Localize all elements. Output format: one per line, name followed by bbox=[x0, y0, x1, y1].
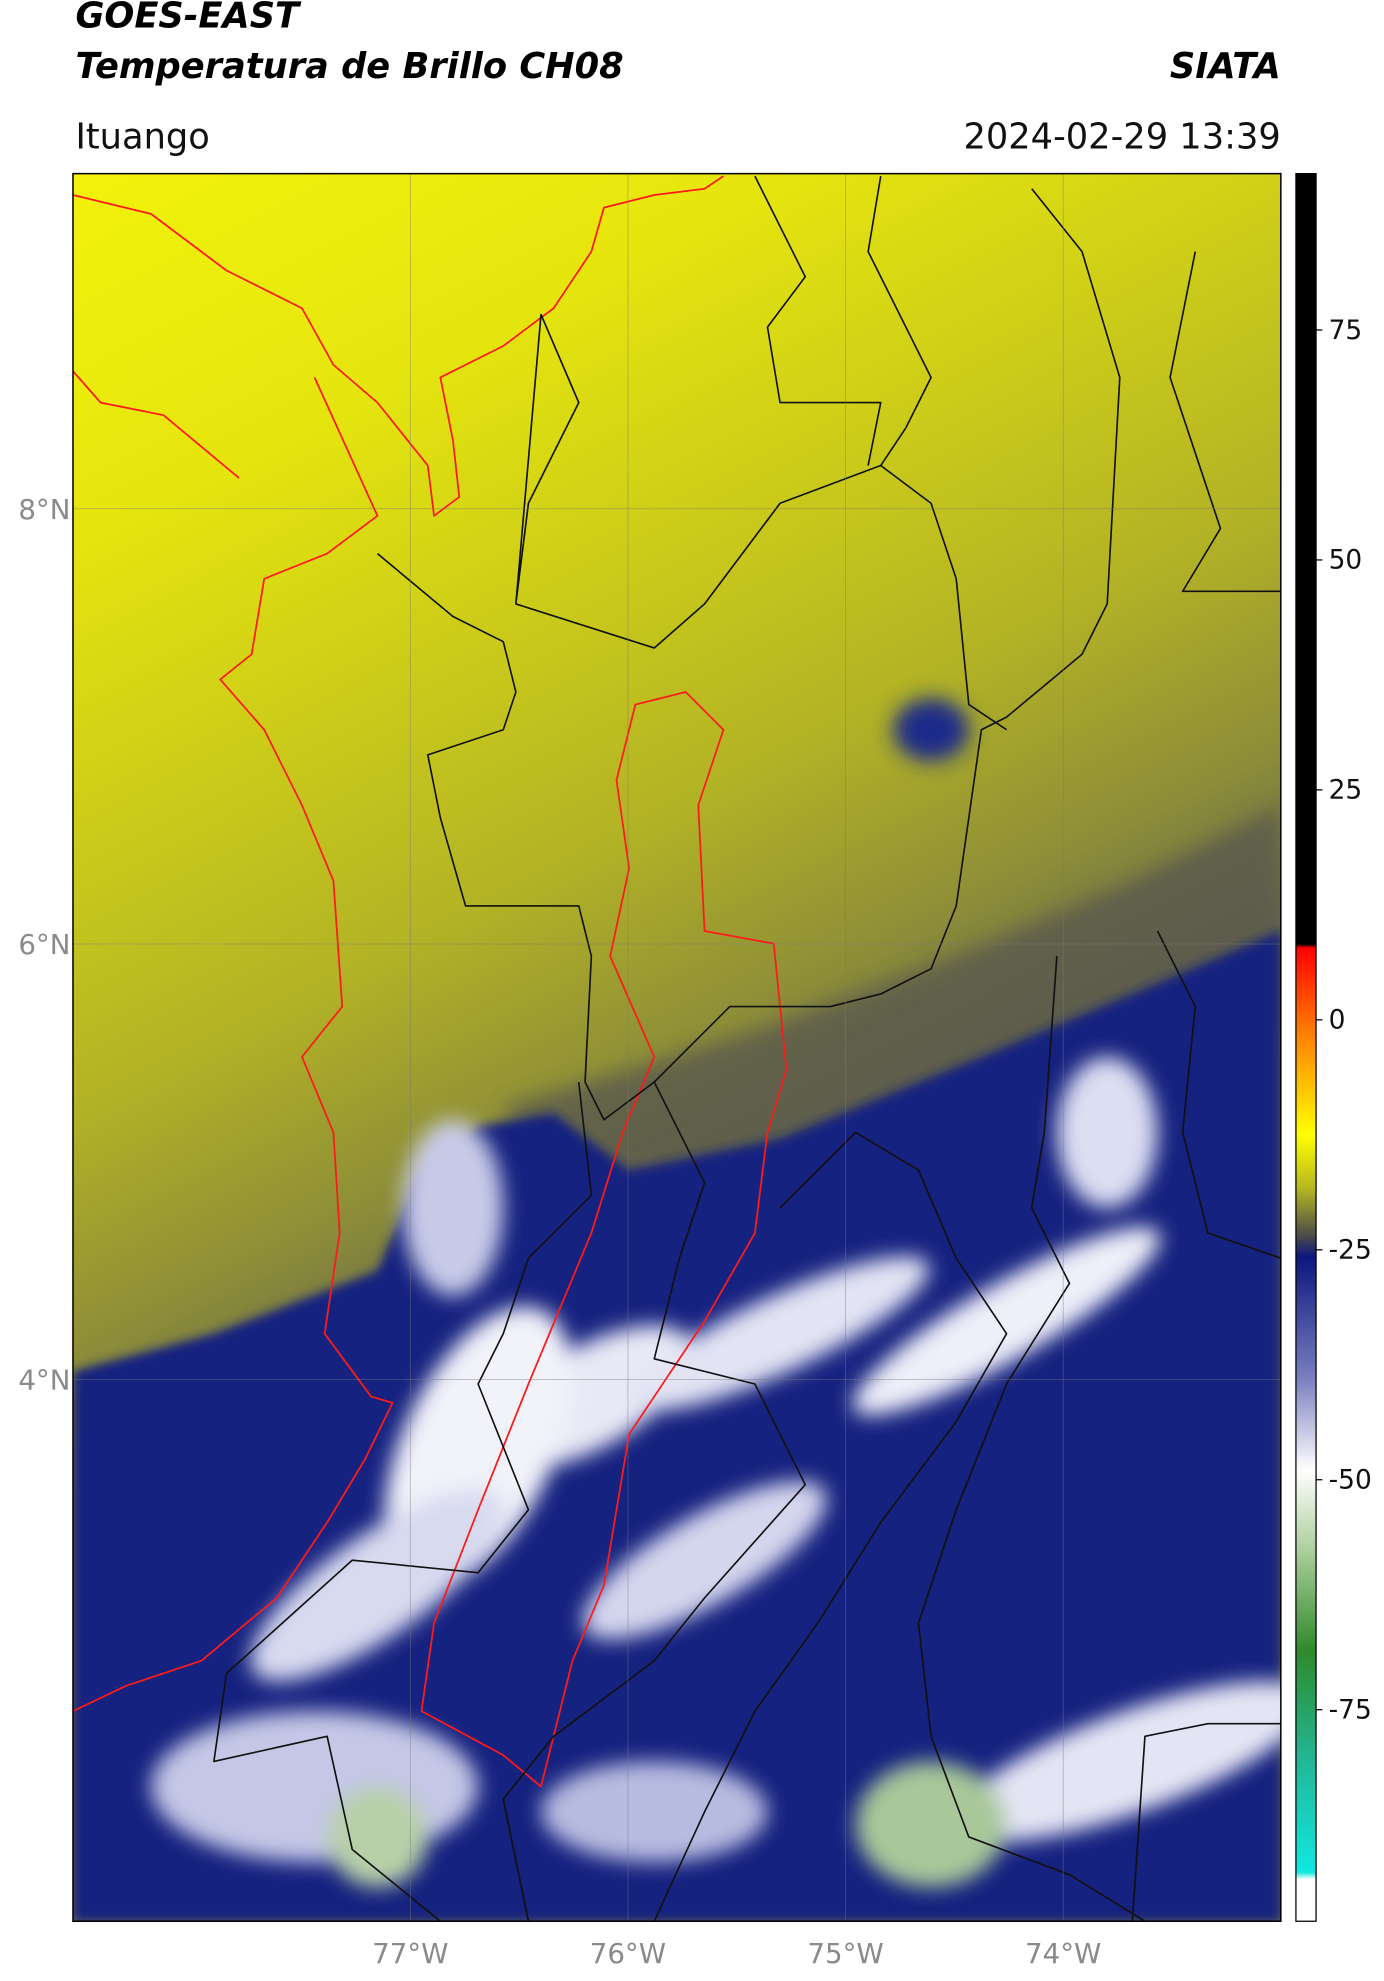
cloud bbox=[1056, 1056, 1158, 1208]
cloud bbox=[327, 1786, 428, 1888]
map-image bbox=[72, 173, 1281, 1922]
y-tick-label: 8°N bbox=[18, 493, 70, 526]
datetime: 2024-02-29 13:39 bbox=[963, 116, 1280, 157]
map-frame bbox=[72, 172, 1282, 1922]
cold-cloud-tops bbox=[150, 698, 1281, 1888]
cloud bbox=[855, 1761, 1007, 1888]
cloud bbox=[541, 1761, 768, 1863]
x-tick-label: 77°W bbox=[372, 1937, 448, 1970]
colorbar-tick-label: -25 bbox=[1329, 1235, 1372, 1266]
colorbar-tick-label: 0 bbox=[1329, 1005, 1346, 1036]
y-tick-label: 6°N bbox=[18, 928, 70, 961]
cloud-field bbox=[503, 805, 1281, 1208]
colorbar-tick-label: 50 bbox=[1329, 545, 1363, 576]
graticule bbox=[72, 173, 1281, 1922]
admin-border bbox=[376, 175, 1121, 1121]
colorbar-tick-label: 25 bbox=[1329, 775, 1363, 806]
cloud bbox=[402, 1119, 504, 1296]
x-tick-label: 75°W bbox=[807, 1937, 883, 1970]
cloud bbox=[150, 1711, 479, 1863]
cloud bbox=[250, 1489, 505, 1682]
colorbar-tick-label: -75 bbox=[1329, 1694, 1372, 1725]
y-tick-label: 4°N bbox=[18, 1363, 70, 1396]
title: GOES-EAST bbox=[75, 0, 302, 37]
cloud bbox=[893, 698, 969, 762]
colorbar-tick-label: -50 bbox=[1329, 1465, 1372, 1496]
coastline bbox=[72, 370, 394, 1712]
subtitle: Temperatura de Brillo CH08 bbox=[75, 46, 623, 87]
brand: SIATA bbox=[1170, 46, 1281, 87]
cloud bbox=[954, 1681, 1281, 1842]
basin-outline bbox=[420, 691, 788, 1788]
cloud bbox=[582, 1481, 827, 1640]
x-tick-label: 76°W bbox=[590, 1937, 666, 1970]
x-tick-label: 74°W bbox=[1025, 1937, 1101, 1970]
cloud bbox=[852, 1227, 1161, 1416]
coastline bbox=[72, 175, 724, 517]
colorbar bbox=[1295, 172, 1317, 1922]
cloud-field bbox=[72, 931, 1281, 1922]
location: Ituango bbox=[75, 116, 209, 157]
admin-border bbox=[213, 251, 1281, 1922]
colorbar-tick-label: 75 bbox=[1329, 315, 1363, 346]
